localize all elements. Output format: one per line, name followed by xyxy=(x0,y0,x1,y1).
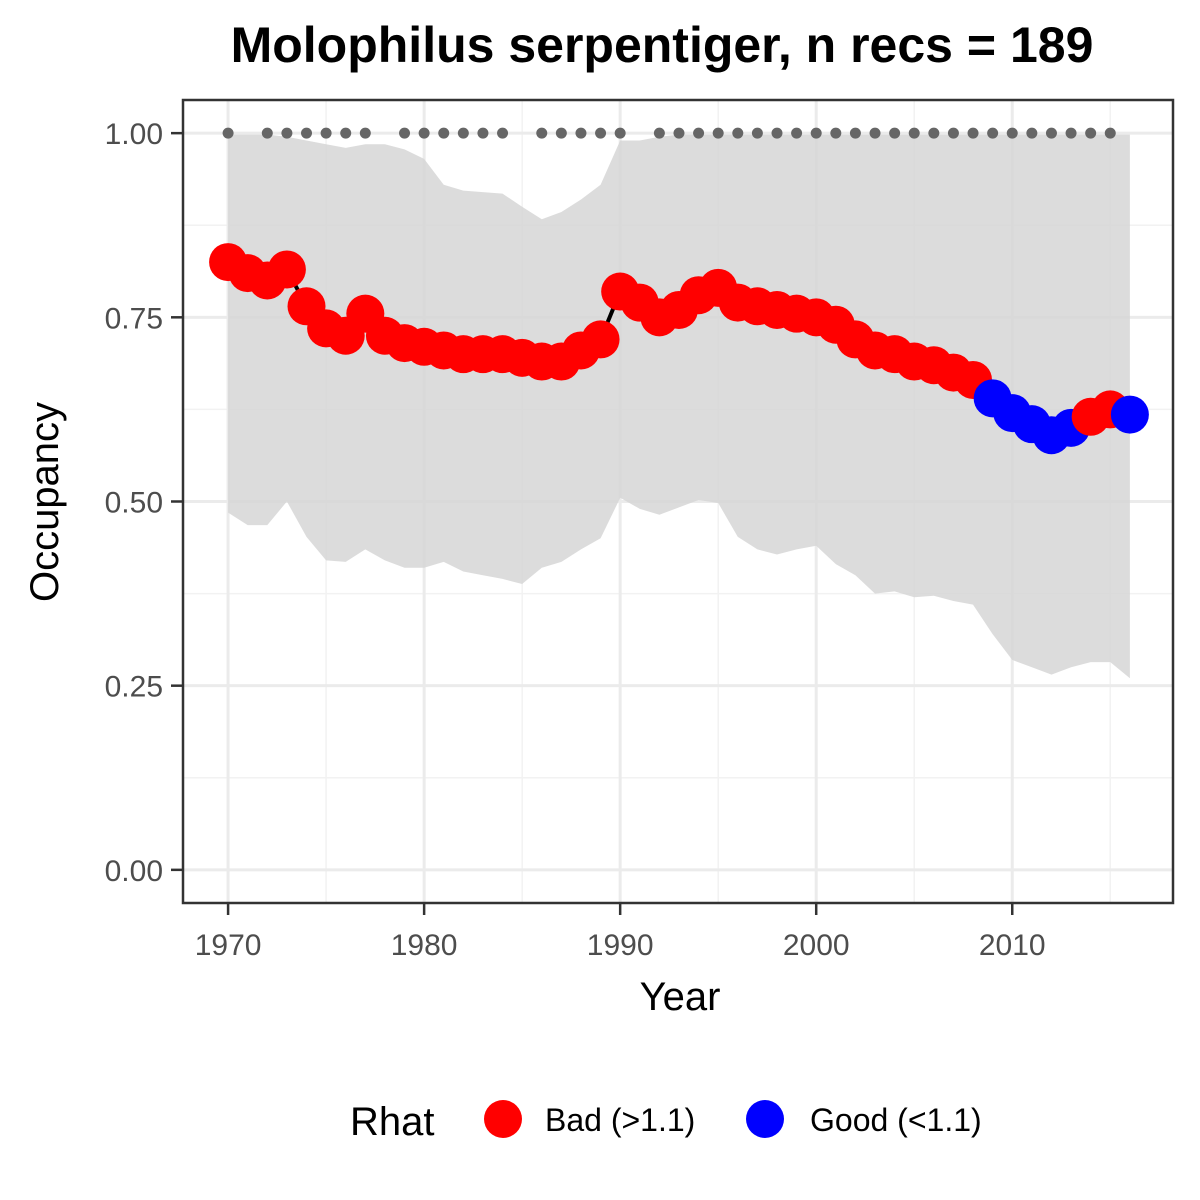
data-point-bad xyxy=(581,320,620,359)
y-tick-label: 0.00 xyxy=(105,855,163,888)
x-axis: 1970 1980 1990 2000 2010 xyxy=(195,903,1046,962)
record-dot xyxy=(1065,127,1077,139)
record-dot xyxy=(849,127,861,139)
record-dot xyxy=(1104,127,1116,139)
record-dot xyxy=(869,127,881,139)
record-dot xyxy=(301,127,313,139)
record-dots xyxy=(222,127,1116,139)
record-dot xyxy=(1085,127,1097,139)
record-dot xyxy=(555,127,567,139)
record-dot xyxy=(653,127,665,139)
record-dot xyxy=(222,127,234,139)
record-dot xyxy=(359,127,371,139)
record-dot xyxy=(693,127,705,139)
record-dot xyxy=(830,127,842,139)
record-dot xyxy=(889,127,901,139)
record-dot xyxy=(340,127,352,139)
record-dot xyxy=(497,127,509,139)
record-dot xyxy=(438,127,450,139)
chart-title: Molophilus serpentiger, n recs = 189 xyxy=(231,17,1094,73)
record-dot xyxy=(908,127,920,139)
x-tick-label: 2010 xyxy=(979,929,1046,962)
x-tick-label: 1990 xyxy=(587,929,654,962)
record-dot xyxy=(595,127,607,139)
record-dot xyxy=(791,127,803,139)
record-dot xyxy=(987,127,999,139)
data-point-bad xyxy=(267,250,306,289)
legend-swatch-good xyxy=(746,1100,784,1138)
record-dot xyxy=(810,127,822,139)
record-dot xyxy=(751,127,763,139)
y-tick-label: 0.25 xyxy=(105,671,163,704)
legend-title: Rhat xyxy=(350,1100,435,1144)
x-tick-label: 1970 xyxy=(195,929,262,962)
y-tick-label: 0.75 xyxy=(105,302,163,335)
record-dot xyxy=(261,127,273,139)
record-dot xyxy=(928,127,940,139)
legend-label-good: Good (<1.1) xyxy=(810,1102,982,1138)
record-dot xyxy=(457,127,469,139)
record-dot xyxy=(771,127,783,139)
record-dot xyxy=(732,127,744,139)
record-dot xyxy=(575,127,587,139)
record-dot xyxy=(281,127,293,139)
record-dot xyxy=(967,127,979,139)
y-axis-title: Occupancy xyxy=(23,402,67,602)
x-tick-label: 2000 xyxy=(783,929,850,962)
legend-swatch-bad xyxy=(484,1100,522,1138)
record-dot xyxy=(418,127,430,139)
credible-interval-ribbon xyxy=(228,134,1130,679)
record-dot xyxy=(712,127,724,139)
record-dot xyxy=(399,127,411,139)
record-dot xyxy=(320,127,332,139)
x-tick-label: 1980 xyxy=(391,929,458,962)
y-tick-label: 0.50 xyxy=(105,487,163,520)
record-dot xyxy=(1026,127,1038,139)
record-dot xyxy=(536,127,548,139)
y-axis: 0.00 0.25 0.50 0.75 1.00 xyxy=(105,118,183,888)
y-tick-label: 1.00 xyxy=(105,118,163,151)
x-axis-title: Year xyxy=(640,975,721,1019)
record-dot xyxy=(477,127,489,139)
record-dot xyxy=(673,127,685,139)
record-dot xyxy=(947,127,959,139)
occupancy-points xyxy=(209,243,1149,455)
legend: Rhat Bad (>1.1) Good (<1.1) xyxy=(350,1100,982,1144)
legend-label-bad: Bad (>1.1) xyxy=(545,1102,695,1138)
record-dot xyxy=(1045,127,1057,139)
credible-interval-band xyxy=(228,134,1130,679)
data-point-good xyxy=(1110,395,1149,434)
record-dot xyxy=(614,127,626,139)
record-dot xyxy=(1006,127,1018,139)
